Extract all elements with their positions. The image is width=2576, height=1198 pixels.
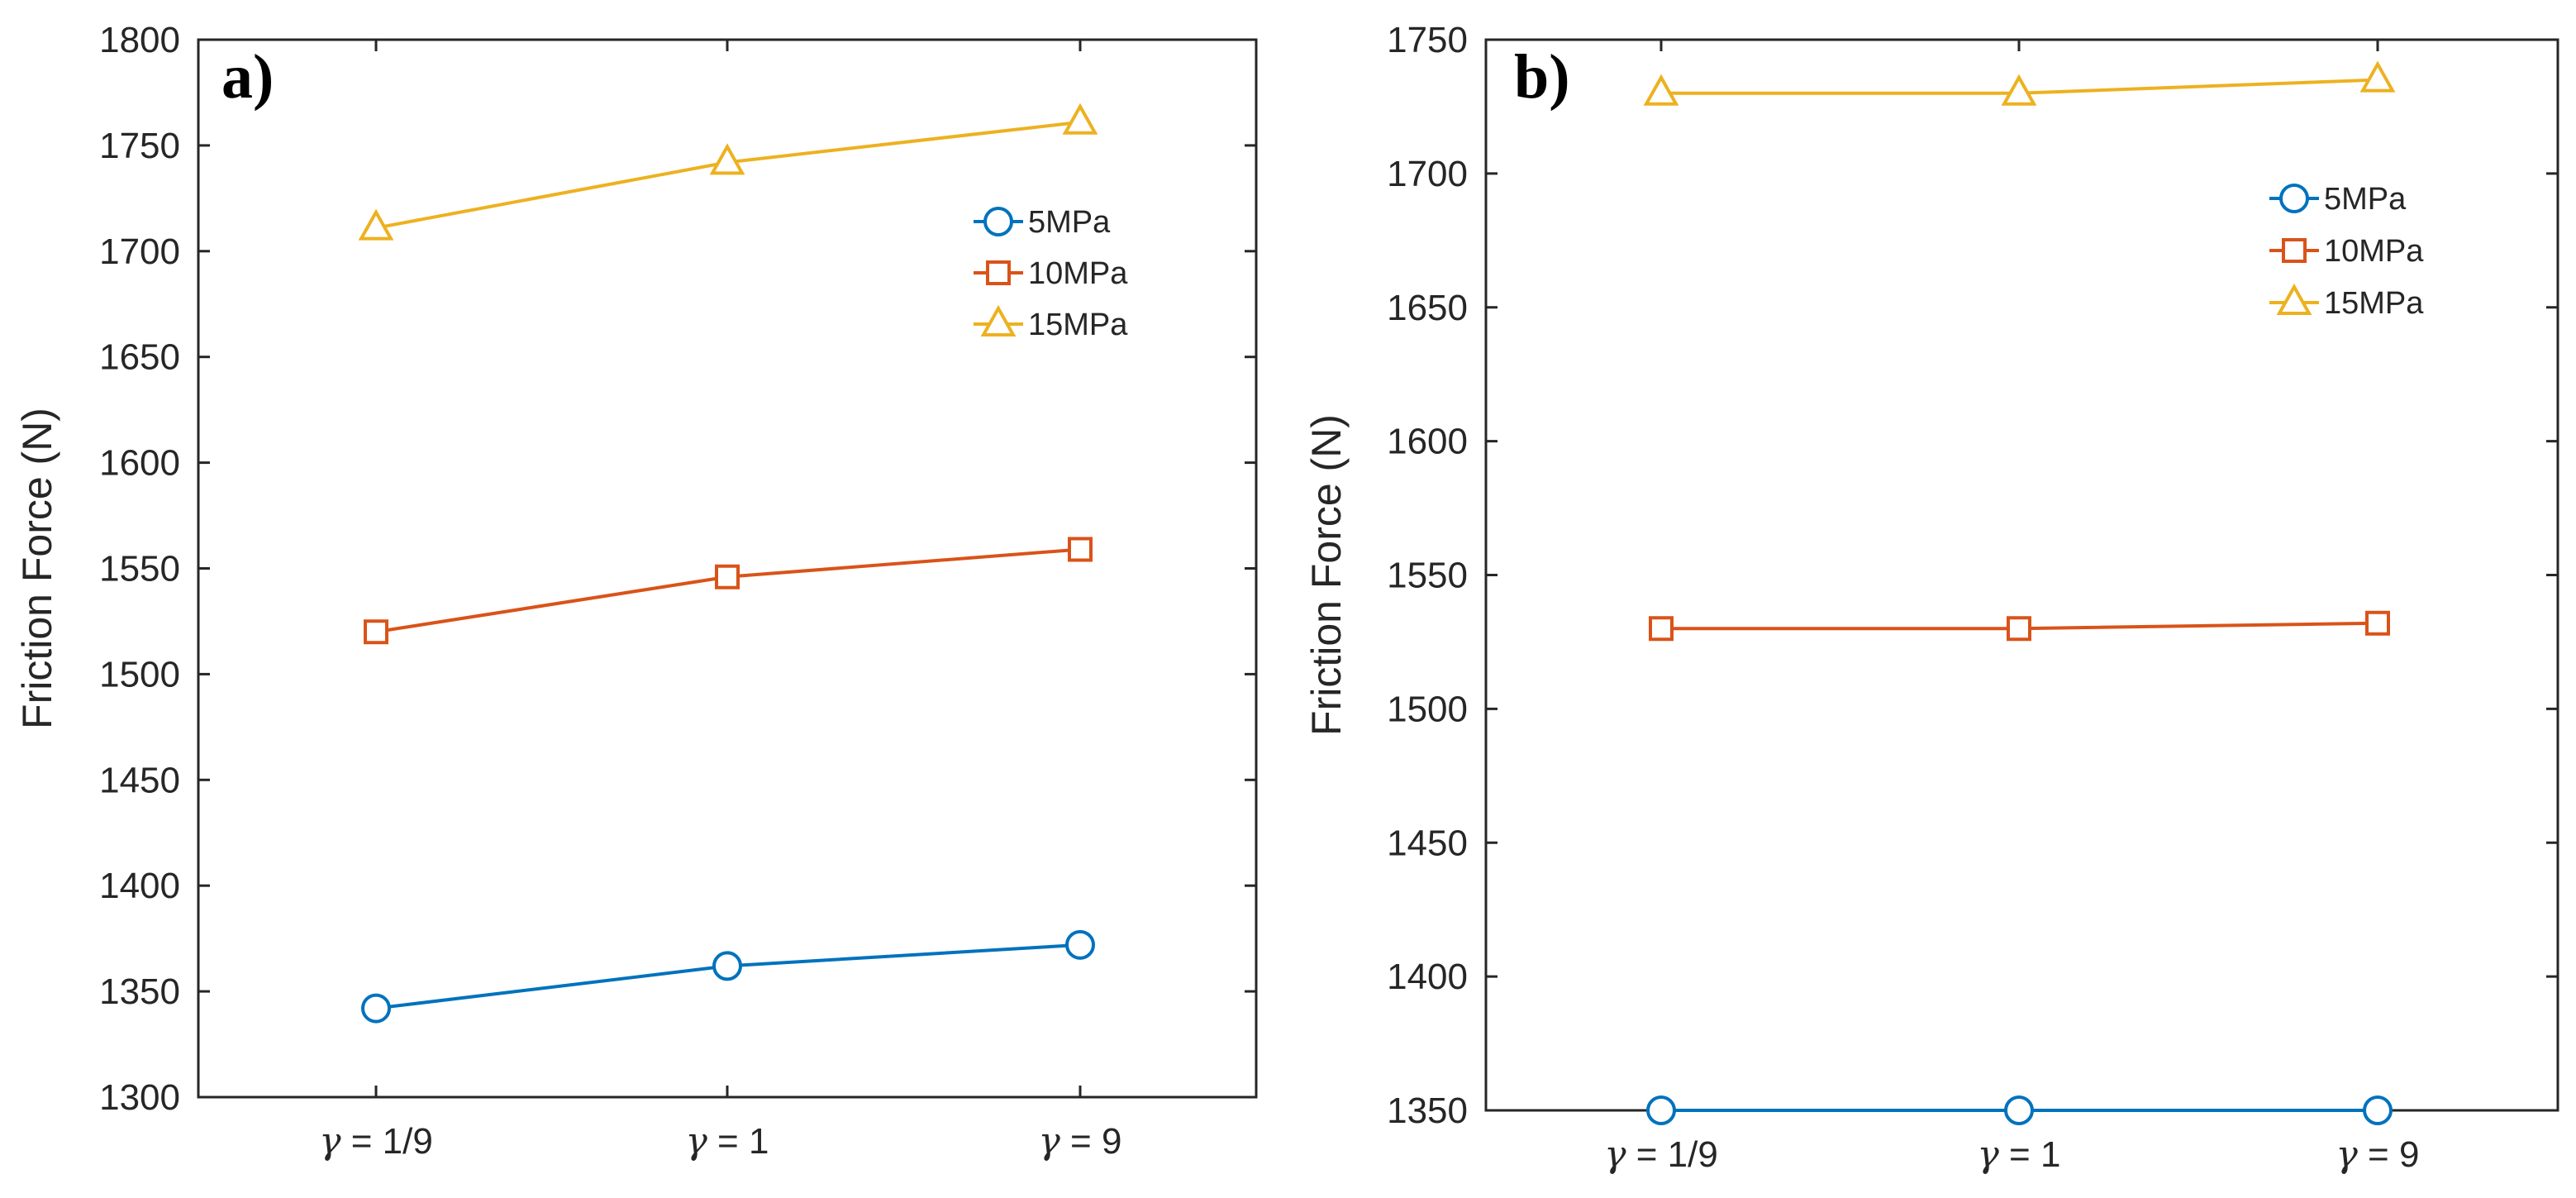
- legend-entry: 5MPa: [974, 205, 1111, 240]
- legend-marker: [2282, 238, 2307, 263]
- y-tick-label: 1750: [99, 126, 180, 166]
- data-point: [1062, 103, 1098, 135]
- y-tick-label: 1650: [1387, 288, 1468, 328]
- legend-label: 10MPa: [2324, 234, 2424, 269]
- data-point: [361, 993, 391, 1024]
- legend-label: 15MPa: [1028, 308, 1128, 342]
- x-tick-label: γ = 1: [686, 1120, 769, 1162]
- series-10MPa: [1649, 610, 2390, 642]
- y-tick-label: 1350: [1387, 1091, 1468, 1131]
- data-point: [2359, 60, 2396, 93]
- legend-label: 10MPa: [1028, 256, 1128, 291]
- legend-label: 15MPa: [2324, 286, 2424, 321]
- y-tick-label: 1650: [99, 337, 180, 378]
- legend-entry: 10MPa: [974, 256, 1128, 291]
- data-point: [364, 619, 388, 645]
- y-tick-label: 1700: [99, 231, 180, 272]
- panel-label: b): [1514, 42, 1570, 112]
- y-axis-label: Friction Force (N): [14, 408, 60, 729]
- legend-entry: 15MPa: [974, 304, 1128, 342]
- y-tick-label: 1600: [99, 443, 180, 484]
- data-point: [712, 951, 742, 981]
- x-tick-label: γ = 9: [2336, 1134, 2420, 1176]
- data-point: [2004, 1095, 2034, 1125]
- data-point: [2001, 74, 2037, 106]
- y-tick-label: 1550: [1387, 556, 1468, 596]
- legend-entry: 5MPa: [2269, 182, 2407, 217]
- y-tick-label: 1300: [99, 1077, 180, 1118]
- legend-marker: [2276, 283, 2312, 315]
- x-tick-label: γ = 1: [1978, 1134, 2061, 1176]
- plot-area: [1484, 38, 2559, 1112]
- data-point: [1068, 537, 1093, 562]
- data-point: [2007, 616, 2031, 642]
- y-tick-label: 1700: [1387, 154, 1468, 194]
- y-tick-label: 1600: [1387, 422, 1468, 462]
- y-tick-label: 1350: [99, 971, 180, 1012]
- y-tick-label: 1750: [1387, 20, 1468, 60]
- data-point: [1643, 74, 1679, 106]
- data-point: [1649, 616, 1674, 642]
- series-10MPa: [364, 537, 1093, 645]
- series-15MPa: [358, 103, 1098, 241]
- legend-entry: 10MPa: [2269, 234, 2424, 269]
- legend-marker: [980, 304, 1017, 336]
- legend-entry: 15MPa: [2269, 283, 2424, 321]
- y-tick-label: 1400: [99, 866, 180, 906]
- legend-label: 5MPa: [2324, 182, 2407, 217]
- series-5MPa: [361, 929, 1095, 1024]
- legend-marker: [986, 260, 1011, 285]
- y-tick-label: 1500: [1387, 689, 1468, 729]
- legend-label: 5MPa: [1028, 205, 1111, 240]
- series-5MPa: [1646, 1095, 2393, 1125]
- x-tick-label: γ = 1/9: [1604, 1134, 1718, 1176]
- y-tick-label: 1500: [99, 654, 180, 694]
- y-tick-label: 1400: [1387, 957, 1468, 997]
- y-tick-label: 1450: [1387, 823, 1468, 863]
- y-tick-label: 1450: [99, 760, 180, 800]
- legend-marker: [2279, 184, 2309, 213]
- data-point: [709, 143, 745, 175]
- y-tick-label: 1550: [99, 549, 180, 589]
- data-point: [358, 208, 394, 241]
- data-point: [2365, 610, 2390, 636]
- x-tick-label: γ = 1/9: [319, 1120, 433, 1162]
- series-15MPa: [1643, 60, 2396, 106]
- data-point: [715, 564, 740, 589]
- chart-panel-1: 1300 1350 1400 1450 1500 1550 1600 1650 1700 1750…: [14, 20, 1258, 1162]
- legend-marker: [983, 207, 1013, 236]
- data-point: [2363, 1095, 2393, 1125]
- panel-label: a): [221, 42, 274, 112]
- y-axis-label: Friction Force (N): [1303, 414, 1350, 736]
- data-point: [1065, 929, 1095, 960]
- y-tick-label: 1800: [99, 20, 180, 60]
- data-point: [1646, 1095, 1676, 1125]
- chart-panel-2: 1350 1400 1450 1500 1550 1600 1650 1700 1750 γ = …: [1303, 20, 2559, 1176]
- x-tick-label: γ = 9: [1039, 1120, 1122, 1162]
